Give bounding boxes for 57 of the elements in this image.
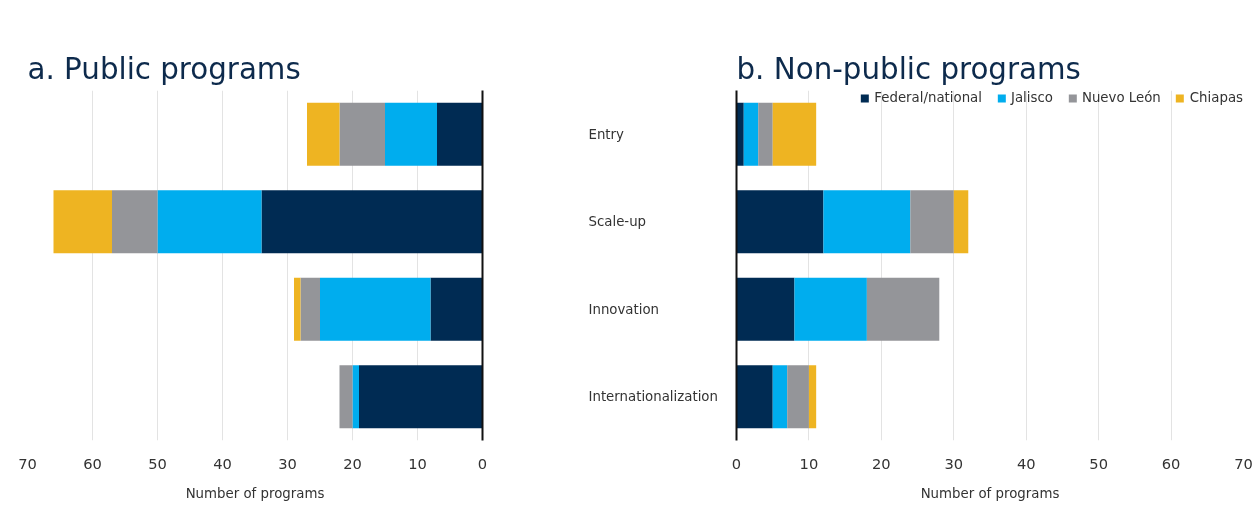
x-tick-label: 20 — [872, 454, 891, 472]
x-tick-label: 0 — [731, 454, 742, 472]
y-tick-label: Internationalization — [588, 389, 718, 405]
bar — [437, 102, 483, 166]
x-tick-label: 50 — [148, 454, 167, 472]
bar — [736, 277, 795, 341]
chart-title: a. Public programs — [27, 51, 301, 86]
bar — [866, 277, 940, 341]
chart-title: b. Non-public programs — [736, 51, 1081, 86]
x-tick-label: 10 — [799, 454, 819, 472]
bar — [953, 190, 969, 254]
bar — [339, 102, 385, 166]
bar — [300, 277, 320, 341]
bar — [261, 190, 483, 254]
bar — [910, 190, 954, 254]
bar — [736, 365, 773, 429]
y-tick-label: Scale-up — [588, 214, 647, 230]
y-tick-label: Entry — [588, 126, 625, 142]
y-tick-label: Innovation — [588, 301, 660, 317]
bar — [794, 277, 867, 341]
x-tick-label: 40 — [213, 454, 232, 472]
x-tick-label: 30 — [944, 454, 964, 472]
bar — [352, 365, 359, 429]
x-axis-title: Number of programs — [185, 485, 325, 501]
x-axis-title: Number of programs — [920, 485, 1060, 501]
x-tick-label: 70 — [18, 454, 37, 472]
legend-label: Nuevo León — [1081, 90, 1161, 105]
bar — [430, 277, 483, 341]
bar — [339, 365, 353, 429]
x-tick-label: 70 — [1234, 454, 1253, 472]
bar — [53, 190, 112, 254]
x-tick-label: 60 — [1161, 454, 1181, 472]
bar — [112, 190, 158, 254]
bar — [385, 102, 437, 166]
x-tick-label: 10 — [408, 454, 427, 472]
bar — [772, 365, 788, 429]
legend-label: Jalisco — [1010, 90, 1053, 105]
x-tick-label: 20 — [343, 454, 362, 472]
bar — [787, 365, 809, 429]
legend-label: Federal/national — [874, 90, 982, 105]
bar — [157, 190, 262, 254]
bar — [743, 102, 759, 166]
bar — [359, 365, 483, 429]
bar — [307, 102, 340, 166]
bar — [294, 277, 301, 341]
x-tick-label: 50 — [1089, 454, 1108, 472]
x-tick-label: 40 — [1016, 454, 1036, 472]
bar — [320, 277, 431, 341]
bar — [808, 365, 817, 429]
bar — [736, 190, 824, 254]
x-tick-label: 60 — [83, 454, 102, 472]
x-tick-label: 30 — [278, 454, 297, 472]
bar — [823, 190, 911, 254]
x-tick-label: 0 — [477, 454, 488, 472]
bar — [758, 102, 773, 166]
legend-label: Chiapas — [1189, 90, 1243, 105]
bar — [772, 102, 817, 166]
